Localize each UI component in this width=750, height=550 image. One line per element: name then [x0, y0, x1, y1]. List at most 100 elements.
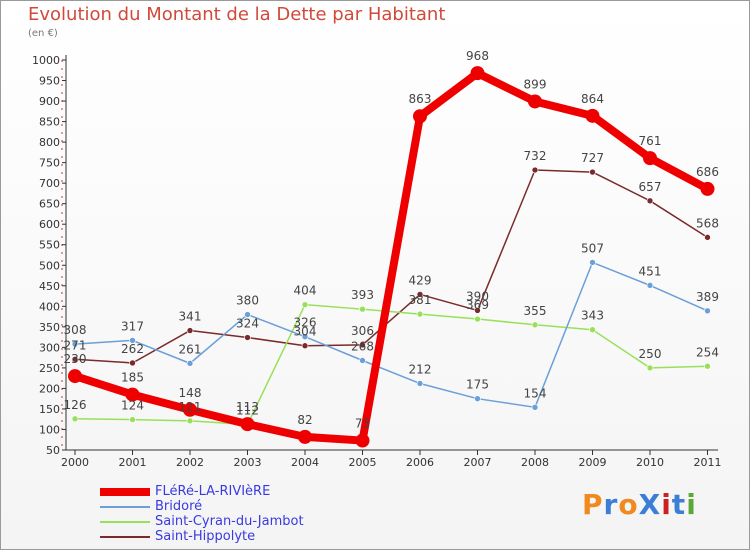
data-label: 657: [639, 180, 662, 194]
data-point: [589, 168, 596, 176]
data-label: 82: [297, 413, 312, 427]
data-point: [183, 402, 197, 417]
data-label: 175: [466, 378, 489, 392]
data-label: 73: [355, 417, 370, 431]
chart-subtitle: (en €): [28, 28, 58, 39]
y-tick-label: 600: [39, 218, 60, 231]
data-label: 732: [524, 149, 547, 163]
logo-letter: X: [638, 488, 662, 521]
y-tick-label: 450: [39, 280, 60, 293]
data-label: 121: [179, 400, 202, 414]
x-tick-label: 2000: [61, 456, 89, 469]
data-label: 429: [409, 273, 432, 287]
data-label: 968: [466, 49, 489, 63]
chart-title: Evolution du Montant de la Dette par Hab…: [28, 4, 446, 25]
data-point: [585, 108, 600, 123]
data-label: 254: [696, 345, 719, 359]
data-point: [298, 429, 312, 444]
data-point: [413, 109, 427, 124]
data-point: [416, 380, 424, 387]
data-point: [589, 259, 596, 266]
data-label: 154: [524, 386, 547, 400]
logo-letter: P: [582, 488, 604, 521]
data-point: [359, 341, 366, 349]
y-tick-label: 750: [39, 157, 60, 170]
data-point: [646, 364, 654, 372]
series-line: [74, 261, 709, 409]
data-point: [186, 360, 194, 367]
x-tick-label: 2001: [119, 456, 147, 469]
data-label: 393: [351, 288, 374, 302]
data-label: 212: [409, 362, 432, 376]
x-tick-label: 2007: [464, 456, 492, 469]
data-label: 390: [466, 289, 489, 303]
y-tick-label: 550: [39, 239, 60, 252]
data-label: 306: [351, 324, 374, 338]
data-label: 126: [64, 398, 87, 412]
data-label: 899: [524, 77, 547, 91]
logo-letter: o: [618, 488, 639, 521]
legend-swatch-saint-hippolyte: [100, 535, 150, 538]
legend-label: Saint-Hippolyte: [155, 529, 256, 544]
data-point: [240, 417, 255, 432]
data-label: 341: [179, 310, 202, 324]
data-point: [359, 357, 366, 364]
data-point: [531, 166, 539, 174]
legend-swatch-bridore: [100, 505, 150, 508]
data-label: 761: [639, 134, 662, 148]
data-point: [528, 94, 542, 109]
y-tick-label: 500: [39, 259, 60, 272]
data-point: [301, 333, 309, 340]
data-point: [301, 342, 309, 350]
legend-swatch-fleree: [100, 487, 150, 496]
data-label: 271: [64, 338, 87, 352]
data-point: [125, 387, 140, 402]
data-point: [704, 362, 711, 370]
data-point: [700, 181, 715, 196]
data-point: [244, 311, 251, 318]
x-tick-label: 2005: [349, 456, 377, 469]
data-point: [474, 395, 481, 402]
data-point: [474, 315, 481, 323]
data-point: [643, 151, 657, 166]
legend-item: FLéRé-LA-RIVIèRE: [100, 484, 304, 499]
data-point: [359, 305, 366, 313]
data-label: 389: [696, 290, 719, 304]
data-label: 355: [524, 304, 547, 318]
chart-legend: FLéRé-LA-RIVIèRE Bridoré Saint-Cyran-du-…: [100, 484, 304, 544]
legend-swatch-saint-cyran: [100, 520, 150, 523]
data-point: [704, 307, 711, 315]
data-label: 863: [409, 92, 432, 106]
data-label: 113: [236, 400, 259, 414]
y-tick-label: 200: [39, 382, 60, 395]
legend-label: Saint-Cyran-du-Jambot: [155, 514, 304, 529]
y-tick-label: 250: [39, 362, 60, 375]
x-tick-label: 2010: [636, 456, 664, 469]
data-point: [244, 334, 251, 341]
data-label: 343: [581, 309, 604, 323]
data-label: 686: [696, 165, 719, 179]
y-tick-label: 800: [39, 136, 60, 149]
series-line: [71, 69, 712, 445]
data-label: 185: [121, 371, 144, 385]
data-label: 568: [696, 216, 719, 230]
data-label: 451: [639, 264, 662, 278]
proxiti-logo: ProXiti: [582, 488, 697, 521]
y-tick-label: 150: [39, 403, 60, 416]
data-label: 304: [294, 325, 317, 339]
data-label: 727: [581, 151, 604, 165]
y-tick-label: 650: [39, 198, 60, 211]
x-tick-label: 2003: [234, 456, 262, 469]
data-point: [68, 369, 82, 384]
data-label: 148: [179, 386, 202, 400]
data-label: 324: [236, 317, 259, 331]
y-tick-label: 950: [39, 75, 60, 88]
x-tick-label: 2009: [579, 456, 607, 469]
logo-letter: i: [686, 488, 697, 521]
x-tick-label: 2004: [291, 456, 319, 469]
y-tick-label: 700: [39, 177, 60, 190]
x-tick-label: 2002: [176, 456, 204, 469]
data-point: [129, 359, 136, 367]
data-label: 230: [64, 352, 87, 366]
y-tick-label: 1000: [32, 54, 60, 67]
